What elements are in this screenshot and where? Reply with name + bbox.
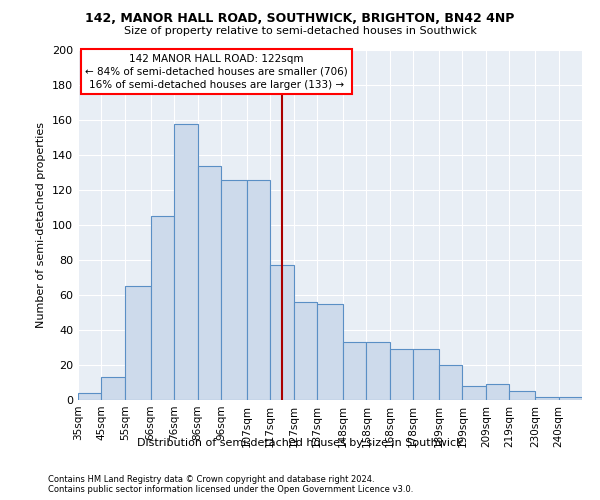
Bar	[270, 265, 293, 400]
Bar	[439, 365, 463, 400]
Bar	[78, 393, 101, 400]
Bar	[367, 342, 390, 400]
Bar	[151, 216, 174, 400]
Text: Contains public sector information licensed under the Open Government Licence v3: Contains public sector information licen…	[48, 485, 413, 494]
Bar	[125, 286, 151, 400]
Bar	[174, 124, 197, 400]
Bar	[247, 180, 270, 400]
Text: 142, MANOR HALL ROAD, SOUTHWICK, BRIGHTON, BN42 4NP: 142, MANOR HALL ROAD, SOUTHWICK, BRIGHTO…	[85, 12, 515, 26]
Bar	[101, 377, 125, 400]
Bar	[293, 302, 317, 400]
Y-axis label: Number of semi-detached properties: Number of semi-detached properties	[37, 122, 46, 328]
Bar	[559, 396, 582, 400]
Bar	[317, 304, 343, 400]
Bar	[343, 342, 367, 400]
Bar	[221, 180, 247, 400]
Text: 142 MANOR HALL ROAD: 122sqm
← 84% of semi-detached houses are smaller (706)
16% : 142 MANOR HALL ROAD: 122sqm ← 84% of sem…	[85, 54, 347, 90]
Bar	[509, 391, 535, 400]
Text: Contains HM Land Registry data © Crown copyright and database right 2024.: Contains HM Land Registry data © Crown c…	[48, 475, 374, 484]
Bar	[390, 349, 413, 400]
Text: Distribution of semi-detached houses by size in Southwick: Distribution of semi-detached houses by …	[137, 438, 463, 448]
Text: Size of property relative to semi-detached houses in Southwick: Size of property relative to semi-detach…	[124, 26, 476, 36]
Bar	[535, 396, 559, 400]
Bar	[413, 349, 439, 400]
Bar	[486, 384, 509, 400]
Bar	[463, 386, 486, 400]
Bar	[197, 166, 221, 400]
